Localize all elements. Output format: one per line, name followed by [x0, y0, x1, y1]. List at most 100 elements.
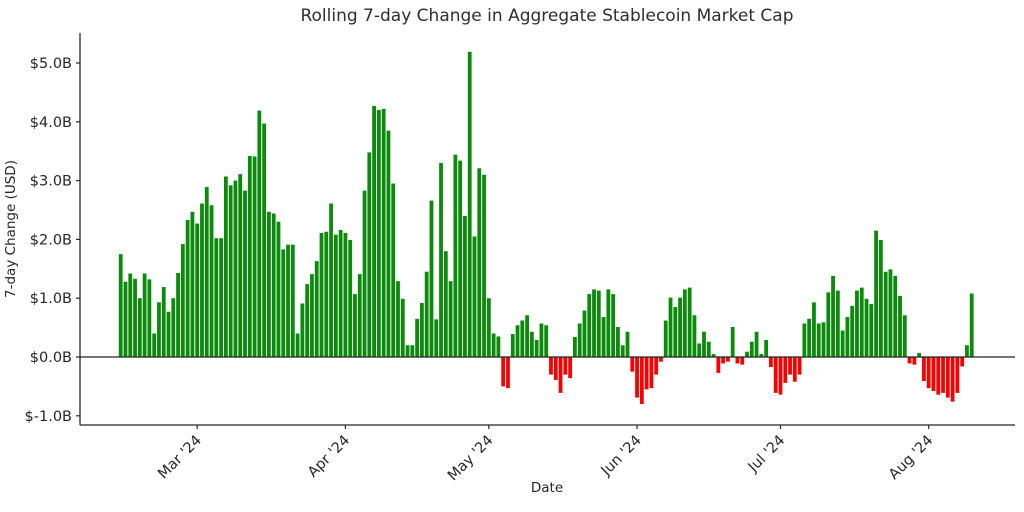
bar-negative	[950, 357, 955, 402]
bar-positive	[835, 290, 840, 357]
bar-positive	[816, 323, 821, 357]
bar-negative	[792, 357, 797, 382]
bar-positive	[200, 203, 204, 357]
bar-positive	[702, 331, 706, 357]
x-axis-ticks: Mar '24 Apr '24 May '24 Jun '24 Jul '24 Aug '…	[155, 425, 937, 485]
bar-positive	[573, 337, 577, 357]
x-tick-label: May '24	[445, 433, 497, 485]
bar-negative	[721, 357, 726, 364]
bar-positive	[606, 289, 611, 357]
bar-negative	[931, 357, 936, 392]
bar-positive	[333, 234, 338, 357]
bar-positive	[888, 269, 893, 357]
bar-positive	[214, 238, 219, 357]
bar-positive	[745, 351, 749, 357]
bar-positive	[754, 331, 759, 357]
bar-positive	[396, 281, 400, 357]
bar-positive	[687, 287, 692, 357]
bar-negative	[907, 357, 912, 364]
chart-title: Rolling 7-day Change in Aggregate Stable…	[300, 6, 793, 26]
bar-positive	[601, 317, 606, 357]
bar-positive	[472, 236, 477, 357]
bar-positive	[463, 215, 467, 357]
bar-positive	[807, 318, 812, 357]
x-tick-label: Apr '24	[305, 433, 353, 481]
bar-positive	[525, 315, 529, 357]
bar-positive	[625, 331, 630, 357]
bar-positive	[305, 284, 310, 357]
bar-positive	[429, 200, 434, 357]
bar-negative	[659, 357, 663, 362]
bar-negative	[506, 357, 510, 389]
x-tick-label: Mar '24	[155, 433, 205, 483]
bar-negative	[783, 357, 788, 383]
bar-positive	[161, 287, 166, 357]
bar-positive	[491, 333, 496, 357]
bar-positive	[376, 110, 381, 357]
bar-negative	[549, 357, 553, 375]
bar-positive	[697, 343, 702, 357]
bar-positive	[152, 333, 157, 357]
bar-positive	[300, 303, 305, 357]
bar-positive	[616, 327, 620, 357]
bar-positive	[917, 352, 922, 357]
bar-positive	[845, 317, 850, 357]
bar-positive	[529, 331, 534, 357]
bar-positive	[759, 354, 764, 357]
bar-negative	[941, 357, 945, 393]
bar-positive	[329, 203, 333, 357]
bar-positive	[133, 278, 137, 357]
bar-positive	[372, 105, 376, 357]
bar-negative	[553, 357, 558, 380]
bar-positive	[859, 287, 864, 357]
y-axis-ticks: $5.0B $4.0B $3.0B $2.0B $1.0B $0.0B $-1.0B	[25, 56, 80, 425]
bar-positive	[228, 185, 233, 357]
bar-positive	[233, 180, 238, 357]
bar-negative	[740, 357, 745, 365]
bar-positive	[391, 183, 396, 357]
bar-positive	[826, 292, 831, 357]
bar-positive	[367, 152, 372, 357]
bar-negative	[649, 357, 654, 389]
bar-negative	[725, 357, 730, 362]
bar-positive	[855, 290, 859, 357]
bar-positive	[458, 160, 463, 357]
bar-positive	[467, 51, 472, 357]
bar-positive	[276, 221, 281, 357]
bar-positive	[883, 271, 888, 357]
bar-positive	[176, 272, 180, 357]
bar-positive	[596, 290, 601, 357]
bar-positive	[357, 274, 362, 357]
bar-positive	[577, 323, 582, 357]
bar-positive	[850, 305, 855, 357]
bar-positive	[381, 108, 386, 357]
bar-positive	[267, 211, 271, 357]
bar-positive	[539, 323, 544, 357]
x-tick-label: Jun '24	[598, 433, 645, 480]
bar-positive	[730, 327, 735, 357]
bar-positive	[147, 279, 152, 357]
bar-positive	[271, 213, 276, 357]
bar-positive	[812, 302, 816, 357]
bar-negative	[773, 357, 778, 393]
bar-positive	[673, 307, 678, 357]
x-tick-label: Jul '24	[745, 433, 789, 477]
bar-positive	[348, 239, 353, 357]
y-tick-label: $5.0B	[30, 56, 72, 72]
bar-positive	[668, 297, 673, 357]
bar-negative	[769, 357, 773, 367]
bar-positive	[510, 334, 515, 357]
bars-group	[118, 51, 974, 405]
bar-negative	[630, 357, 635, 372]
bar-positive	[204, 187, 209, 357]
bar-positive	[592, 289, 596, 357]
bar-positive	[424, 271, 429, 357]
bar-positive	[893, 275, 898, 357]
bar-positive	[290, 244, 295, 357]
bar-positive	[295, 333, 300, 357]
bar-positive	[831, 275, 835, 357]
bar-positive	[749, 341, 754, 357]
bar-positive	[620, 345, 625, 357]
bar-negative	[558, 357, 563, 393]
